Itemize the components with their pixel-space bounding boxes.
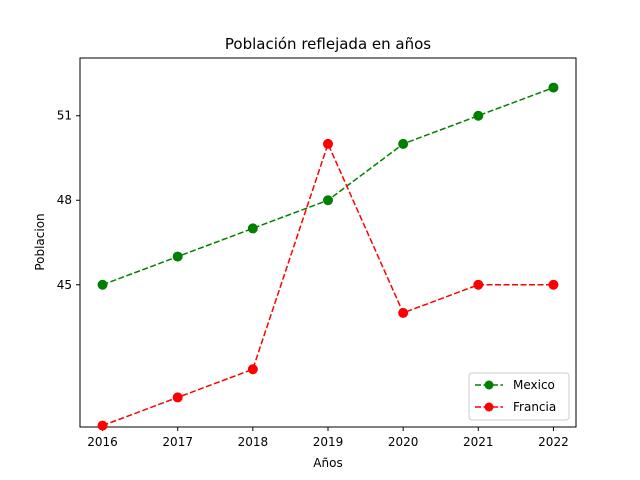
data-point-mexico [473, 110, 484, 121]
data-point-mexico [172, 251, 183, 262]
y-tick-label: 45 [57, 278, 72, 292]
x-tick-label: 2019 [313, 435, 344, 449]
legend-marker-mexico [484, 380, 494, 390]
x-tick-label: 2016 [87, 435, 118, 449]
y-tick-label: 51 [57, 109, 72, 123]
x-tick-label: 2017 [162, 435, 193, 449]
data-point-mexico [323, 195, 333, 206]
legend-marker-francia [484, 402, 494, 412]
series-layer [97, 82, 559, 431]
legend-label-francia: Francia [513, 400, 556, 414]
data-point-francia [473, 279, 484, 290]
legend: Mexico Francia [468, 372, 570, 421]
data-point-mexico [247, 223, 258, 234]
data-point-francia [398, 307, 409, 318]
legend-label-mexico: Mexico [513, 378, 555, 392]
x-tick-label: 2018 [238, 435, 269, 449]
data-point-francia [323, 138, 333, 149]
x-tick-label: 2020 [388, 435, 419, 449]
data-point-mexico [398, 138, 409, 149]
data-point-francia [247, 364, 258, 375]
series-line-mexico [102, 86, 554, 286]
data-point-francia [548, 279, 559, 290]
plot-area [79, 57, 577, 428]
chart-title: Población reflejada en años [225, 35, 431, 53]
x-tick-label: 2021 [463, 435, 494, 449]
y-axis-label: Poblacion [33, 213, 47, 270]
y-axis: 45 48 51 [57, 109, 80, 292]
data-point-francia [172, 392, 183, 403]
x-axis: 2016 2017 2018 2019 2020 2021 2022 [87, 427, 569, 449]
x-axis-label: Años [313, 456, 342, 470]
data-point-mexico [97, 279, 108, 290]
x-tick-label: 2022 [538, 435, 569, 449]
y-tick-label: 48 [57, 193, 72, 207]
data-point-francia [97, 420, 108, 431]
data-point-mexico [548, 82, 559, 93]
